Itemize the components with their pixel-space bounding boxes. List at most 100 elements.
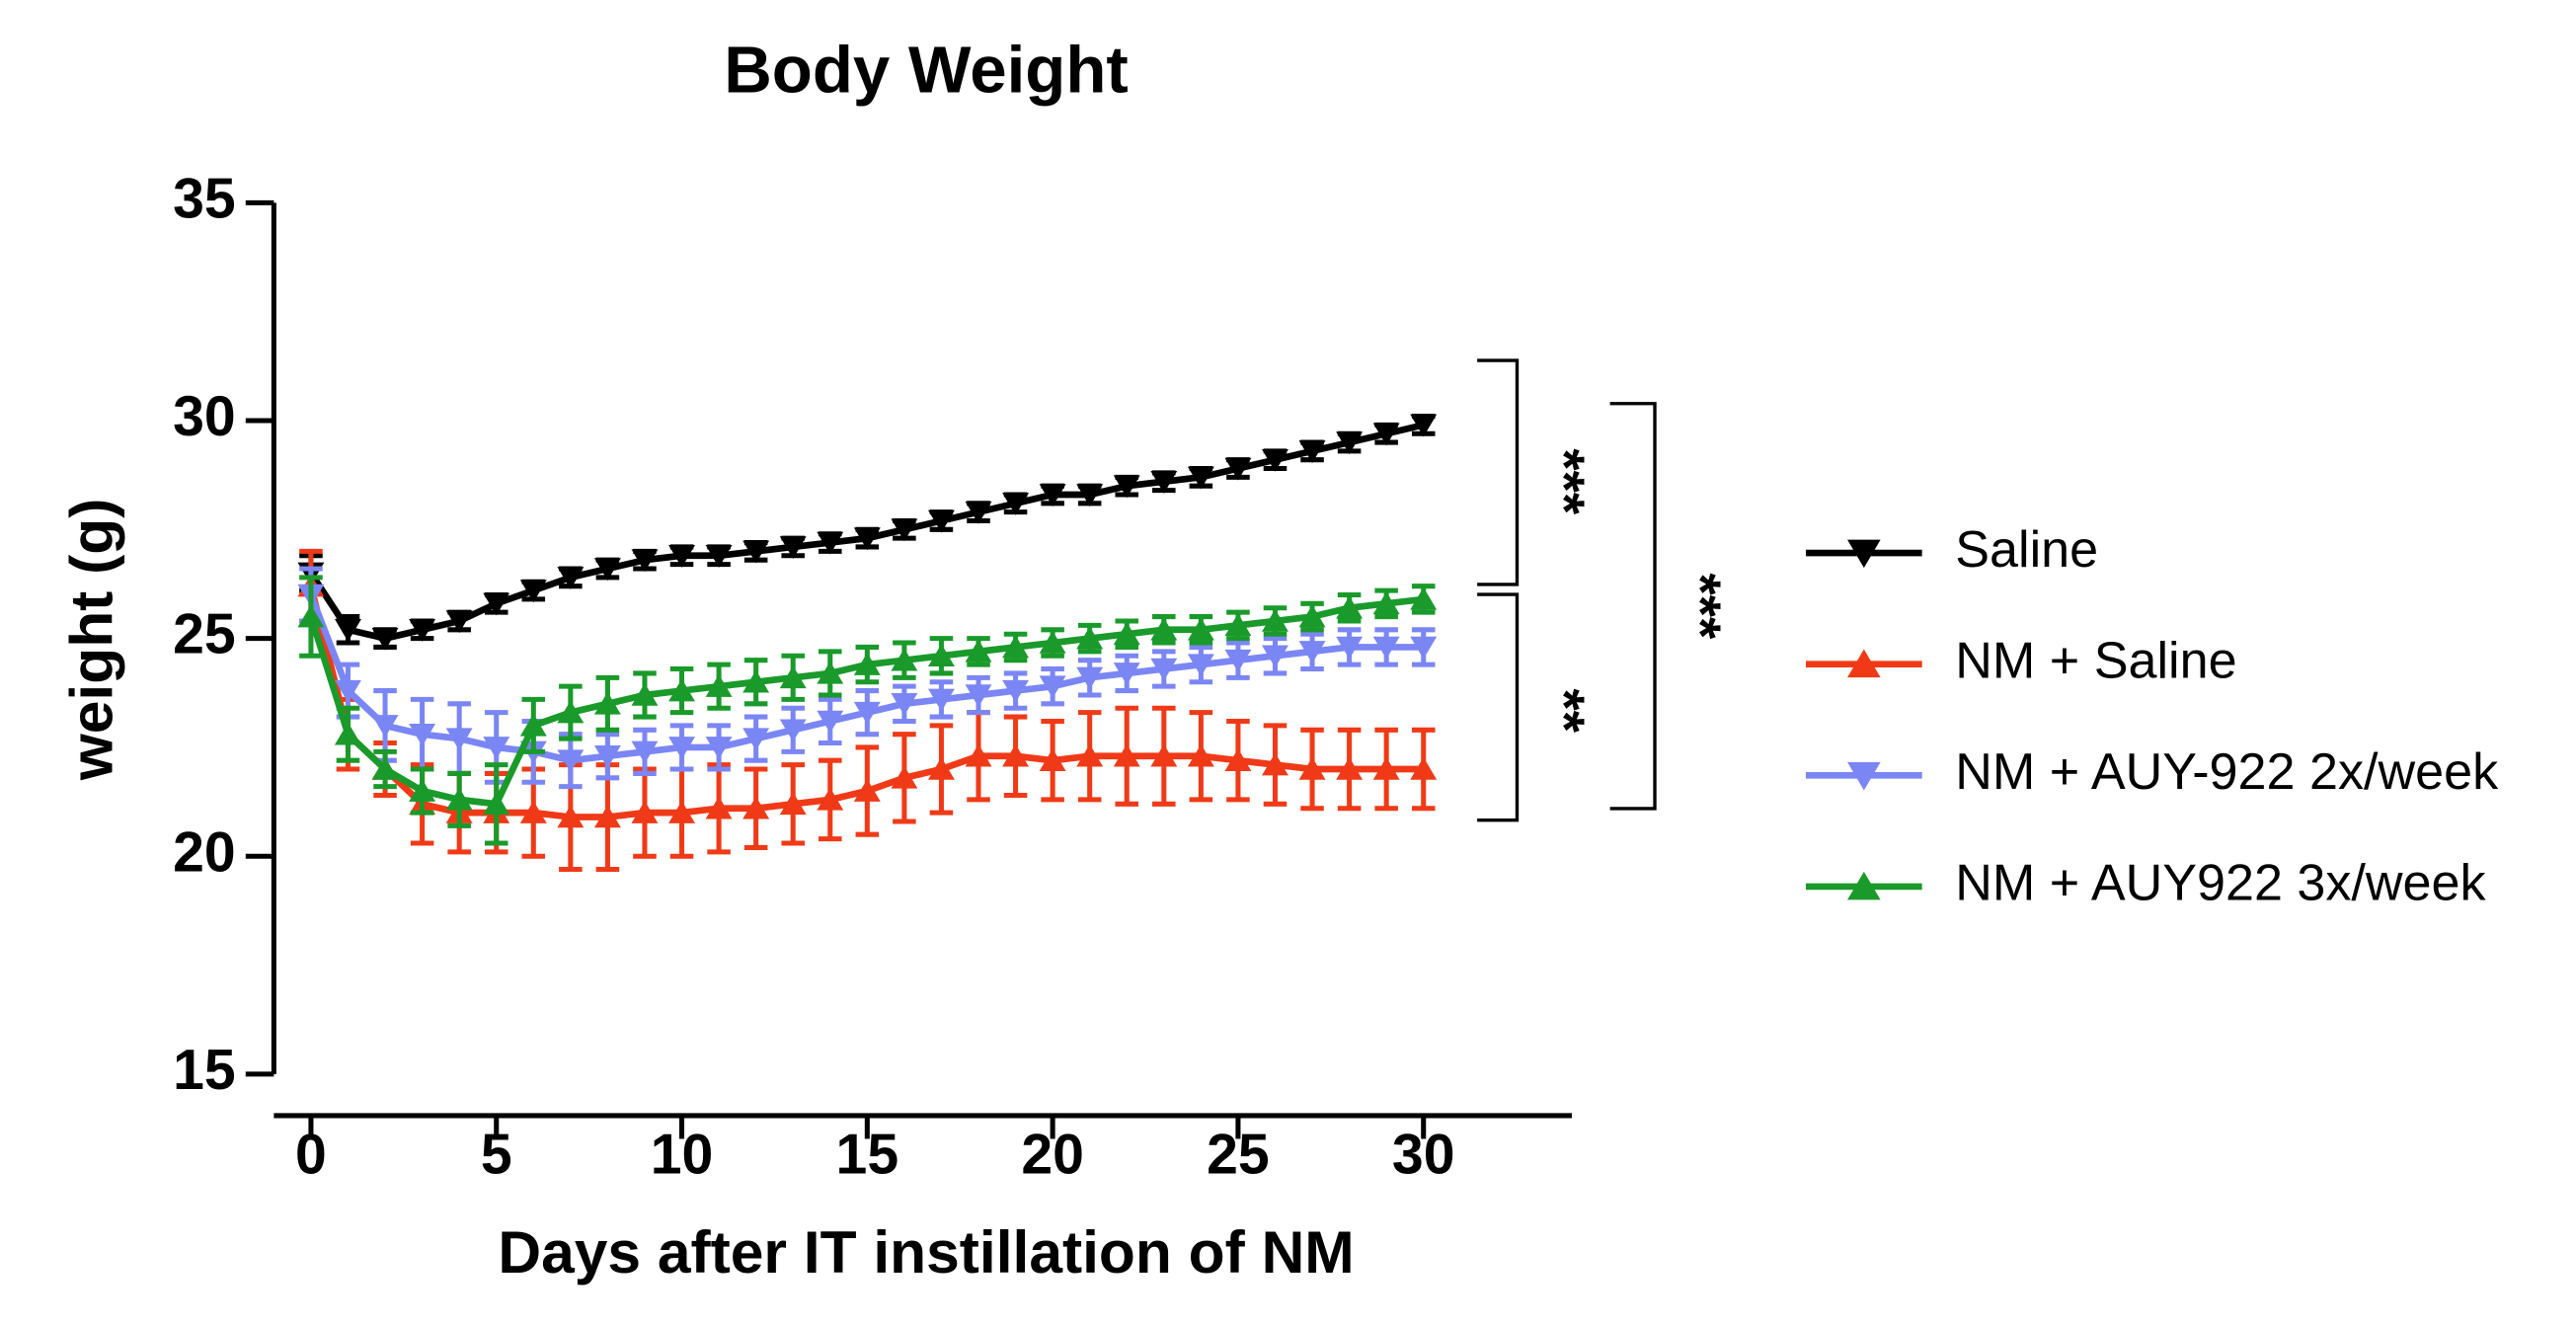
marker xyxy=(1150,743,1178,767)
marker xyxy=(853,778,881,802)
marker xyxy=(445,728,473,751)
x-tick-label: 5 xyxy=(481,1124,512,1187)
marker xyxy=(371,756,399,780)
annotation: *** xyxy=(1532,448,1596,514)
marker xyxy=(1224,457,1252,481)
marker xyxy=(927,644,955,667)
marker xyxy=(557,749,585,773)
marker xyxy=(927,688,955,712)
marker xyxy=(557,805,585,828)
marker xyxy=(557,567,585,589)
marker xyxy=(1372,636,1400,660)
marker xyxy=(1298,440,1326,463)
bracket xyxy=(1609,402,1657,811)
x-tick-label: 10 xyxy=(651,1124,714,1187)
marker xyxy=(891,648,918,671)
marker xyxy=(631,801,659,823)
marker xyxy=(409,619,436,642)
marker xyxy=(631,740,659,764)
marker xyxy=(668,737,695,760)
marker xyxy=(483,792,510,816)
marker xyxy=(853,527,881,551)
marker xyxy=(965,684,992,708)
marker xyxy=(1076,743,1104,767)
marker xyxy=(1224,613,1252,637)
marker xyxy=(1298,756,1326,780)
significance-brackets xyxy=(1477,358,1657,822)
marker xyxy=(335,619,361,642)
marker xyxy=(668,678,695,702)
legend-marker xyxy=(1847,649,1881,678)
marker xyxy=(593,745,621,768)
marker xyxy=(1113,743,1140,767)
marker xyxy=(1410,414,1438,437)
marker xyxy=(1224,748,1252,771)
marker xyxy=(1410,586,1438,610)
bracket xyxy=(1477,592,1520,822)
marker xyxy=(1298,604,1326,628)
y-tick-label: 25 xyxy=(173,603,236,666)
series xyxy=(297,414,1438,651)
marker xyxy=(1187,466,1214,490)
marker xyxy=(1372,591,1400,615)
marker xyxy=(1002,493,1030,515)
x-tick-label: 25 xyxy=(1207,1124,1270,1187)
marker xyxy=(1076,666,1104,690)
chart-title: Body Weight xyxy=(724,34,1129,108)
legend-marker xyxy=(1847,761,1881,791)
x-tick-label: 20 xyxy=(1021,1124,1084,1187)
marker xyxy=(817,661,844,684)
marker xyxy=(1002,635,1030,659)
marker xyxy=(1262,645,1288,668)
marker xyxy=(1372,756,1400,780)
marker xyxy=(705,796,733,819)
marker xyxy=(779,665,807,689)
marker xyxy=(742,728,770,751)
marker xyxy=(742,796,770,819)
marker xyxy=(1039,675,1066,699)
legend-label: NM + AUY-922 2x/week xyxy=(1955,743,2499,801)
marker xyxy=(1113,475,1140,499)
marker xyxy=(1262,752,1288,776)
marker xyxy=(1150,658,1178,681)
marker xyxy=(705,545,733,568)
marker xyxy=(668,801,695,823)
marker xyxy=(1224,649,1252,672)
marker xyxy=(445,787,473,811)
marker xyxy=(1076,484,1104,507)
marker xyxy=(1113,622,1140,645)
marker xyxy=(817,531,844,555)
marker xyxy=(1187,654,1214,677)
marker xyxy=(742,669,770,693)
marker xyxy=(742,540,770,564)
marker xyxy=(1076,626,1104,650)
marker xyxy=(1336,431,1364,455)
marker xyxy=(519,713,547,737)
x-tick-label: 15 xyxy=(836,1124,899,1187)
marker xyxy=(1150,471,1178,494)
y-tick-label: 20 xyxy=(173,820,236,884)
marker xyxy=(593,691,621,715)
marker xyxy=(1039,748,1066,771)
y-tick-label: 35 xyxy=(173,167,236,230)
marker xyxy=(965,501,992,524)
marker xyxy=(1039,630,1066,654)
marker xyxy=(1187,617,1214,641)
marker xyxy=(1150,617,1178,641)
marker xyxy=(445,610,473,634)
marker xyxy=(817,787,844,811)
marker xyxy=(593,805,621,828)
marker xyxy=(965,639,992,662)
marker xyxy=(371,627,399,651)
marker xyxy=(1262,448,1288,472)
marker xyxy=(631,682,659,706)
marker xyxy=(779,719,807,742)
marker xyxy=(1410,636,1438,660)
marker xyxy=(1002,743,1030,767)
marker xyxy=(1336,636,1364,660)
marker xyxy=(1002,679,1030,703)
marker xyxy=(1187,743,1214,767)
marker xyxy=(483,737,510,760)
marker xyxy=(891,693,918,716)
